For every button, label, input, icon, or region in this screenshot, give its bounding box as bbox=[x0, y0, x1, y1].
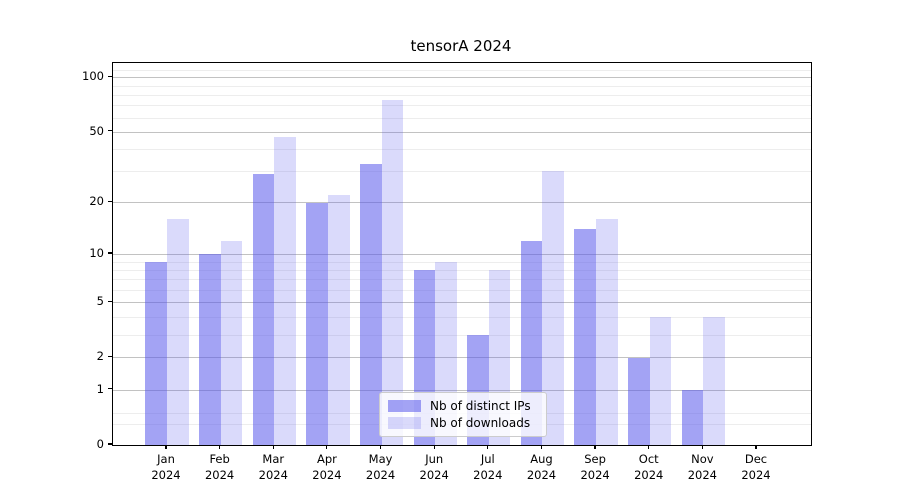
bar-downloads-sep bbox=[596, 219, 618, 445]
y-tick-label: 100 bbox=[82, 69, 104, 84]
bar-distinct-ips-jan bbox=[145, 261, 167, 445]
legend-label-distinct-ips: Nb of distinct IPs bbox=[430, 398, 531, 413]
gridline-minor bbox=[113, 171, 811, 173]
y-tick-label: 0 bbox=[96, 437, 104, 451]
y-tick-mark bbox=[108, 300, 112, 302]
bar-downloads-feb bbox=[220, 240, 243, 445]
bar-distinct-ips-mar bbox=[252, 174, 275, 445]
gridline-minor bbox=[113, 69, 811, 71]
gridline-minor bbox=[113, 269, 811, 271]
legend-item-distinct-ips: Nb of distinct IPs bbox=[388, 398, 538, 413]
bar-distinct-ips-nov bbox=[681, 389, 704, 445]
y-tick-mark bbox=[108, 130, 112, 132]
gridline-minor bbox=[113, 149, 811, 151]
bar-downloads-apr bbox=[327, 195, 350, 445]
x-tick-label: Sep 2024 bbox=[580, 452, 610, 482]
x-tick-mark bbox=[379, 445, 382, 450]
x-tick-mark bbox=[755, 445, 757, 450]
y-tick-mark bbox=[108, 443, 112, 445]
bar-downloads-oct bbox=[649, 316, 672, 445]
y-tick-mark bbox=[108, 355, 112, 358]
bar-distinct-ips-may bbox=[359, 164, 382, 445]
x-tick-mark bbox=[594, 445, 596, 450]
legend-swatch-distinct-ips bbox=[388, 400, 421, 412]
gridline-major bbox=[113, 389, 811, 391]
gridline-major bbox=[113, 357, 811, 359]
x-tick-mark bbox=[648, 445, 650, 450]
x-tick-label: Feb 2024 bbox=[204, 452, 235, 482]
gridline-minor bbox=[113, 85, 811, 87]
x-tick-mark bbox=[219, 445, 221, 450]
gridline-major bbox=[113, 302, 811, 304]
gridline-major bbox=[113, 254, 811, 255]
y-tick-mark bbox=[108, 252, 112, 254]
gridline-minor bbox=[113, 316, 811, 318]
gridline-major bbox=[113, 77, 811, 79]
bar-distinct-ips-feb bbox=[199, 254, 221, 445]
y-tick-label: 10 bbox=[89, 246, 104, 260]
bar-downloads-aug bbox=[542, 171, 565, 445]
x-tick-label: May 2024 bbox=[365, 452, 396, 482]
bar-distinct-ips-apr bbox=[306, 202, 328, 445]
gridline-minor bbox=[113, 290, 811, 291]
legend-swatch-downloads bbox=[388, 417, 421, 429]
bar-downloads-nov bbox=[703, 316, 725, 445]
x-tick-mark bbox=[433, 445, 435, 450]
x-tick-mark bbox=[272, 445, 274, 450]
gridline-minor bbox=[113, 117, 811, 119]
bar-downloads-mar bbox=[274, 136, 296, 445]
x-tick-label: Dec 2024 bbox=[741, 452, 771, 482]
chart-title: tensorA 2024 bbox=[410, 37, 512, 55]
x-tick-label: Jun 2024 bbox=[419, 452, 449, 482]
x-tick-label: Jan 2024 bbox=[151, 452, 181, 482]
x-tick-label: Nov 2024 bbox=[687, 452, 717, 482]
bar-downloads-may bbox=[381, 100, 404, 445]
x-tick-label: Jul 2024 bbox=[473, 452, 503, 482]
legend-label-downloads: Nb of downloads bbox=[430, 415, 531, 430]
gridline-minor bbox=[113, 334, 811, 336]
gridline-minor bbox=[113, 279, 811, 281]
y-tick-label: 2 bbox=[96, 349, 104, 364]
y-tick-mark bbox=[108, 388, 112, 390]
x-tick-label: Apr 2024 bbox=[312, 452, 342, 482]
x-tick-mark bbox=[701, 445, 703, 450]
gridline-minor bbox=[113, 94, 811, 96]
y-tick-label: 20 bbox=[89, 194, 104, 209]
x-tick-mark bbox=[326, 445, 328, 450]
y-tick-mark bbox=[108, 200, 112, 203]
y-tick-mark bbox=[108, 75, 112, 77]
gridline-minor bbox=[113, 261, 811, 263]
bar-downloads-jan bbox=[167, 219, 189, 445]
y-tick-label: 50 bbox=[89, 123, 104, 138]
bar-distinct-ips-oct bbox=[628, 357, 650, 445]
gridline-minor bbox=[113, 105, 811, 107]
y-tick-label: 1 bbox=[96, 381, 104, 396]
x-tick-mark bbox=[487, 445, 489, 450]
x-tick-mark bbox=[540, 445, 543, 450]
bar-distinct-ips-sep bbox=[574, 229, 597, 445]
x-tick-label: Mar 2024 bbox=[258, 452, 288, 482]
legend: Nb of distinct IPs Nb of downloads bbox=[379, 392, 547, 437]
x-tick-label: Oct 2024 bbox=[634, 452, 664, 482]
gridline-major bbox=[113, 131, 811, 133]
legend-item-downloads: Nb of downloads bbox=[388, 415, 538, 430]
x-tick-mark bbox=[165, 445, 167, 450]
y-tick-label: 5 bbox=[96, 294, 104, 309]
x-tick-label: Aug 2024 bbox=[526, 452, 557, 482]
plot-area: Nb of distinct IPs Nb of downloads bbox=[112, 62, 812, 446]
gridline-major bbox=[113, 202, 811, 204]
